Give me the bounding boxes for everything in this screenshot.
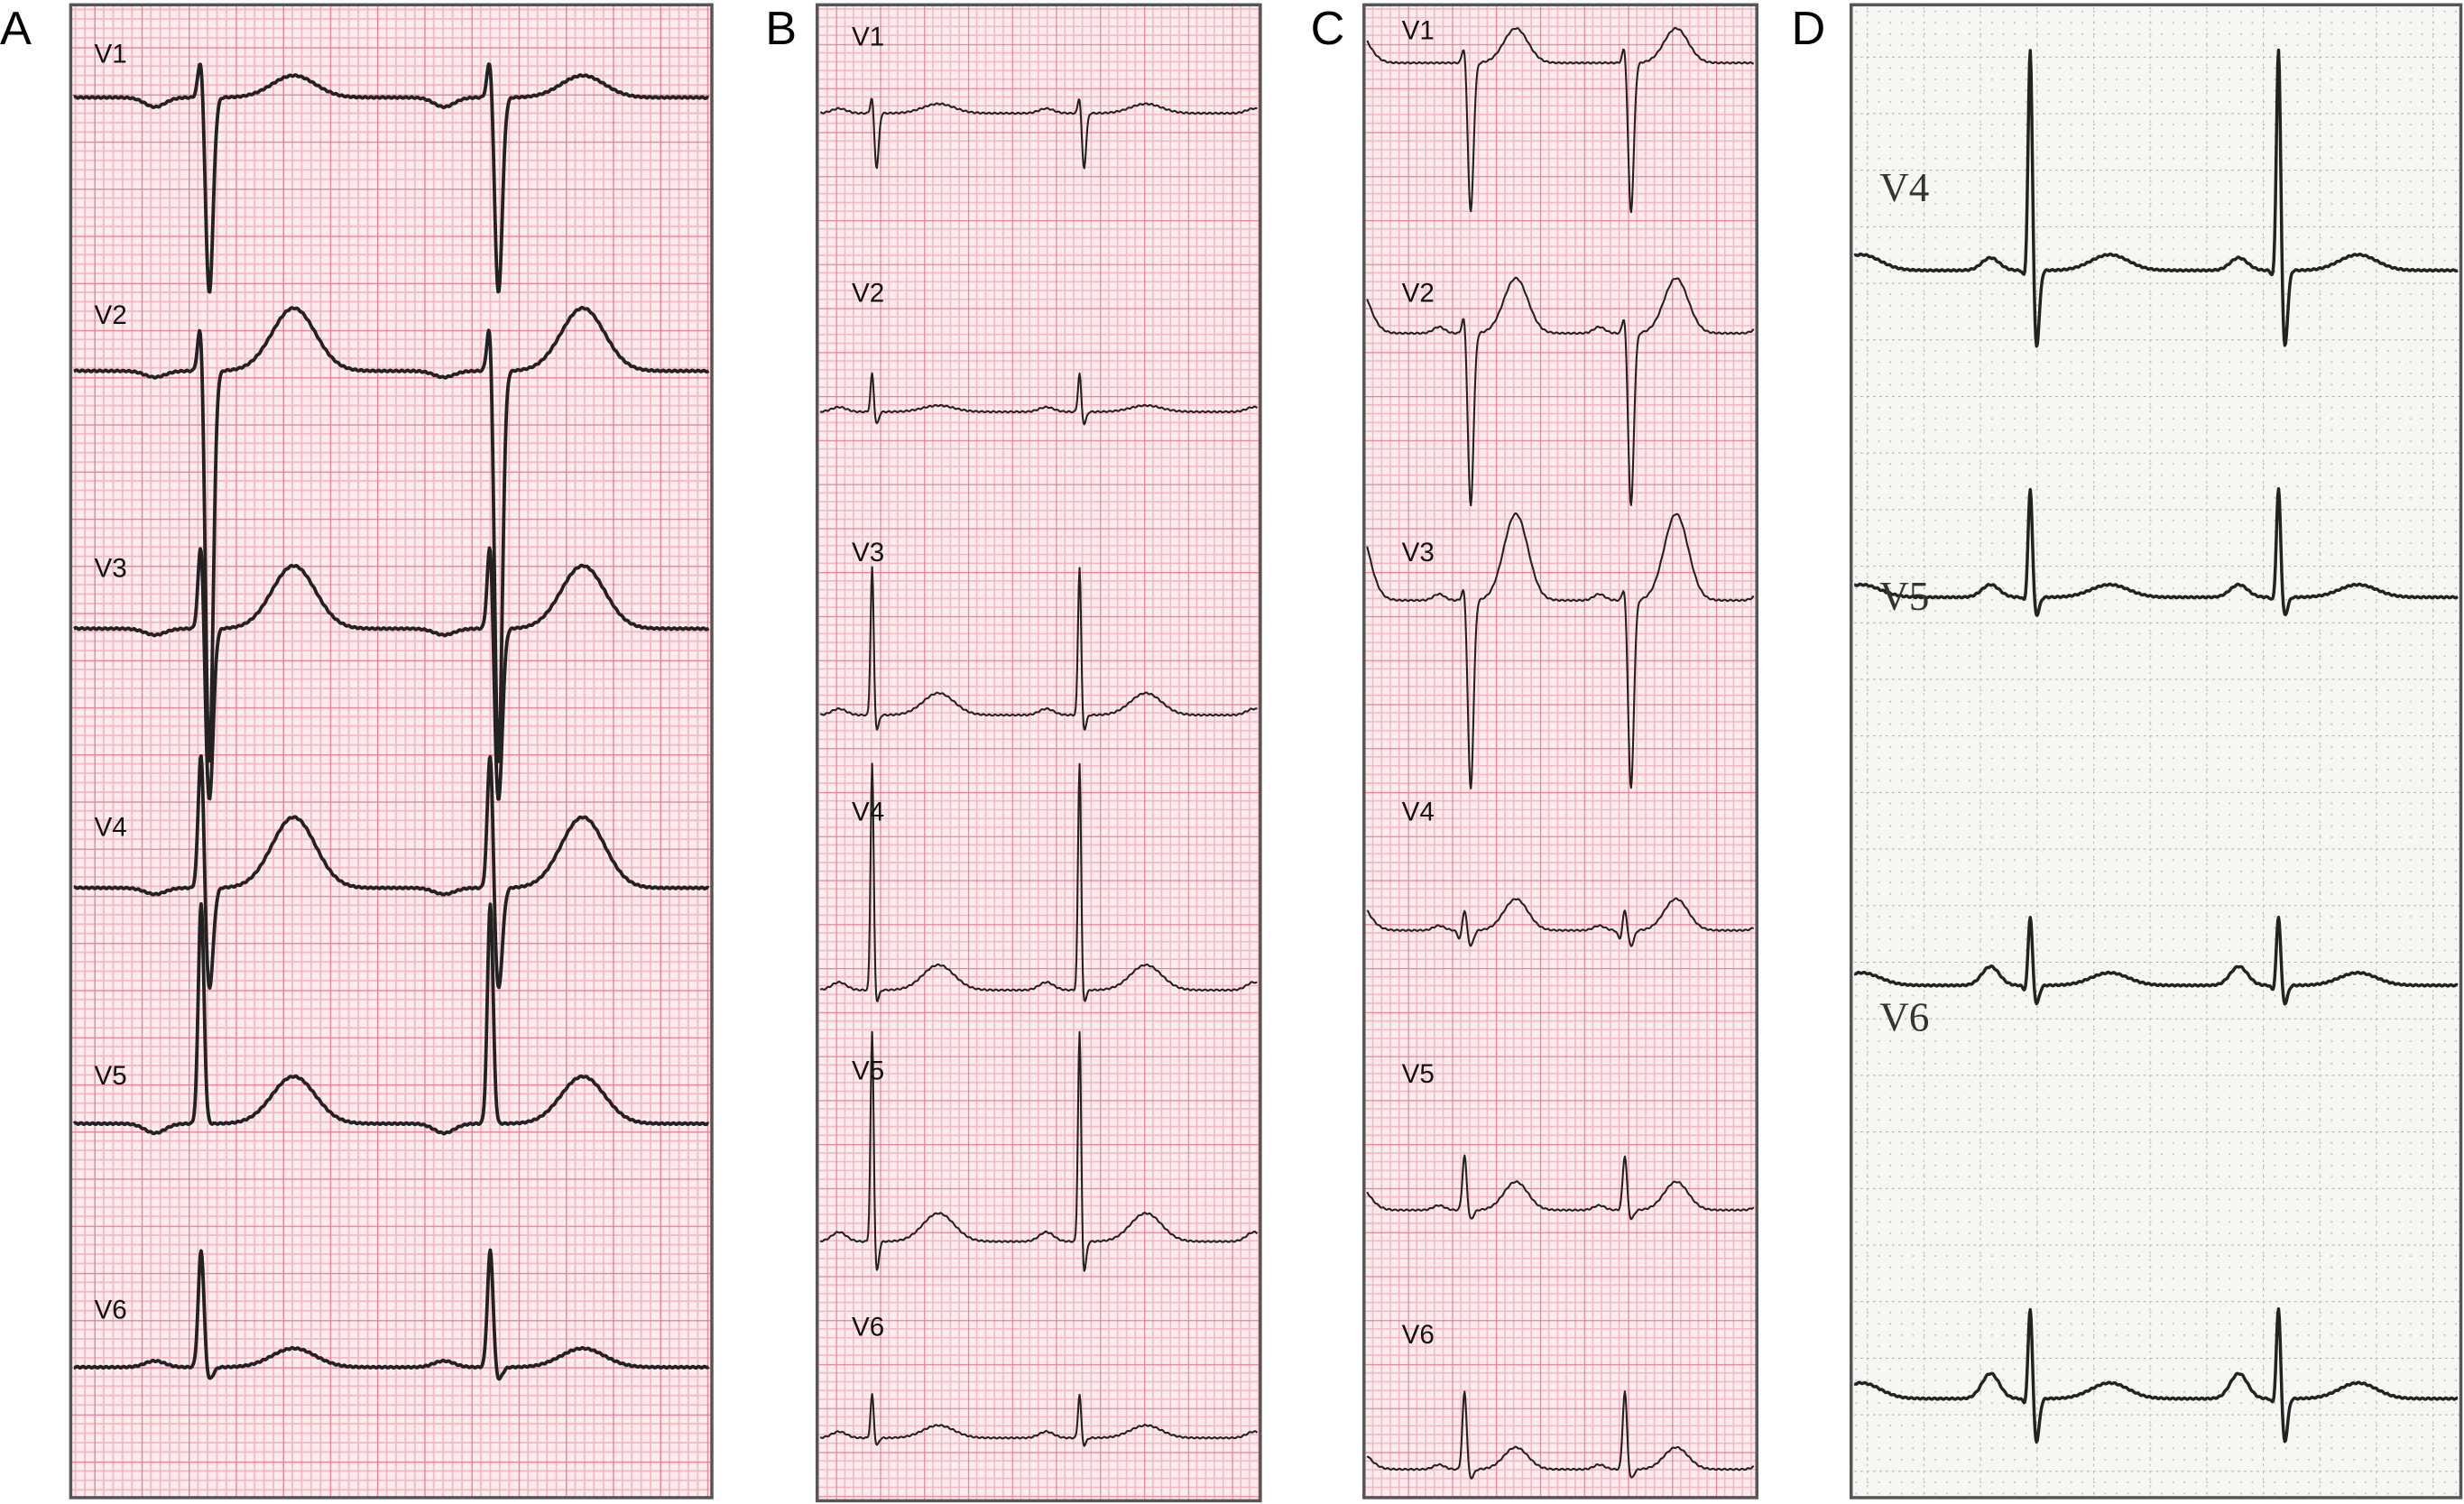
panel-d-paper — [1849, 3, 2463, 1499]
ecg-trace-c-v6 — [1366, 1390, 1755, 1480]
ecg-trace-d-v7 — [1853, 1307, 2459, 1444]
lead-label-b-v1: V1 — [852, 23, 884, 52]
lead-label-c-v4: V4 — [1402, 797, 1435, 826]
lead-label-b-v3: V3 — [852, 538, 884, 567]
lead-label-d-v4: V4 — [1879, 165, 1929, 210]
panel-label-b: B — [765, 3, 797, 55]
ecg-trace-c-v5 — [1366, 1154, 1755, 1221]
panel-c-paper — [1362, 3, 1758, 1499]
ecg-trace-a-v2 — [72, 305, 710, 764]
ecg-trace-b-v2 — [819, 372, 1259, 426]
lead-label-b-v4: V4 — [852, 797, 884, 826]
ecg-trace-d-v6 — [1853, 915, 2459, 1006]
lead-label-d-v5: V5 — [1879, 574, 1929, 619]
lead-label-a-v6: V6 — [95, 1295, 127, 1324]
panel-label-c: C — [1311, 3, 1345, 55]
lead-label-a-v5: V5 — [95, 1061, 127, 1091]
ecg-trace-a-v5 — [72, 902, 710, 1136]
ecg-trace-c-v4 — [1366, 897, 1754, 947]
ecg-trace-b-v6 — [819, 1393, 1259, 1447]
lead-label-c-v5: V5 — [1402, 1059, 1435, 1089]
ecg-trace-b-v5 — [819, 1030, 1259, 1272]
lead-label-a-v2: V2 — [95, 300, 127, 330]
lead-label-b-v6: V6 — [852, 1313, 884, 1343]
ecg-trace-a-v1 — [72, 62, 710, 294]
ecg-trace-d-v4 — [1853, 48, 2459, 348]
lead-label-c-v6: V6 — [1402, 1320, 1435, 1350]
panel-label-d: D — [1792, 3, 1826, 55]
lead-label-c-v2: V2 — [1402, 279, 1435, 309]
ecg-trace-b-v1 — [819, 97, 1258, 170]
panel-label-a: A — [0, 3, 32, 55]
panel-a-paper — [69, 3, 714, 1499]
ecg-trace-c-v1 — [1366, 26, 1754, 214]
lead-label-a-v1: V1 — [95, 40, 127, 69]
lead-label-a-v3: V3 — [95, 553, 127, 583]
ecg-trace-b-v3 — [819, 566, 1258, 731]
ecg-traces — [72, 26, 2459, 1480]
ecg-trace-b-v4 — [819, 762, 1258, 1002]
ecg-trace-a-v3 — [72, 546, 710, 801]
ecg-trace-a-v6 — [72, 1248, 710, 1381]
ecg-trace-c-v2 — [1366, 276, 1755, 507]
ecg-trace-d-v5 — [1853, 487, 2459, 617]
lead-label-a-v4: V4 — [95, 813, 127, 843]
ecg-trace-c-v3 — [1366, 512, 1755, 789]
ecg-trace-a-v4 — [72, 754, 710, 991]
lead-label-b-v2: V2 — [852, 279, 884, 309]
lead-label-c-v1: V1 — [1402, 16, 1435, 46]
lead-label-b-v5: V5 — [852, 1056, 884, 1086]
lead-label-d-v6: V6 — [1879, 995, 1929, 1040]
panel-b-paper — [815, 3, 1262, 1503]
lead-label-c-v3: V3 — [1402, 538, 1435, 567]
